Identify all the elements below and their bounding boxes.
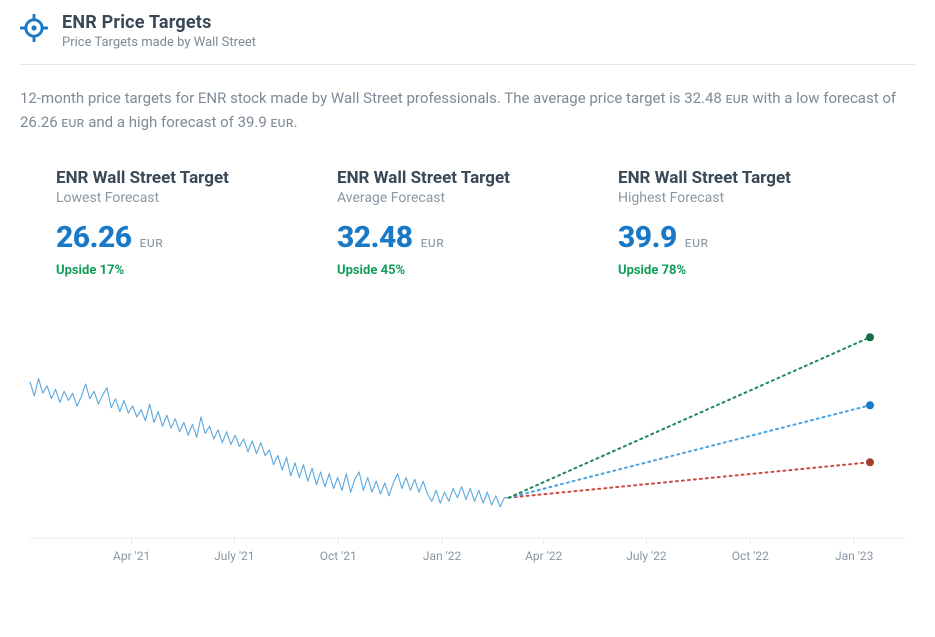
forecast-card-low: ENR Wall Street Target Lowest Forecast 2… bbox=[56, 168, 317, 278]
card-value: 26.26 bbox=[56, 220, 132, 255]
card-value: 32.48 bbox=[337, 220, 413, 255]
card-subtitle: Lowest Forecast bbox=[56, 190, 317, 206]
card-value: 39.9 bbox=[618, 220, 677, 255]
description-text: 12-month price targets for ENR stock mad… bbox=[20, 87, 915, 134]
svg-text:Apr '22: Apr '22 bbox=[525, 549, 562, 563]
svg-text:Oct '21: Oct '21 bbox=[320, 549, 357, 563]
svg-text:July '21: July '21 bbox=[214, 549, 254, 563]
card-upside: Upside 17% bbox=[56, 263, 317, 278]
header-text: ENR Price Targets Price Targets made by … bbox=[62, 12, 256, 50]
price-target-chart: Apr '21 July '21 Oct '21 Jan '22 Apr '22 July… bbox=[20, 318, 915, 578]
chart-svg: Apr '21 July '21 Oct '21 Jan '22 Apr '22 July… bbox=[20, 318, 915, 578]
section-header: ENR Price Targets Price Targets made by … bbox=[20, 12, 915, 65]
forecast-cards: ENR Wall Street Target Lowest Forecast 2… bbox=[20, 168, 915, 278]
card-currency: EUR bbox=[140, 235, 164, 251]
svg-text:Jan '22: Jan '22 bbox=[423, 549, 462, 563]
svg-text:Jan '23: Jan '23 bbox=[835, 549, 873, 563]
card-title: ENR Wall Street Target bbox=[337, 168, 598, 188]
page-subtitle: Price Targets made by Wall Street bbox=[62, 35, 256, 50]
svg-text:Apr '21: Apr '21 bbox=[113, 549, 150, 563]
page-title: ENR Price Targets bbox=[62, 12, 256, 33]
card-subtitle: Highest Forecast bbox=[618, 190, 879, 206]
svg-text:Oct '22: Oct '22 bbox=[732, 549, 769, 563]
card-upside: Upside 78% bbox=[618, 263, 879, 278]
svg-text:July '22: July '22 bbox=[626, 549, 667, 563]
card-subtitle: Average Forecast bbox=[337, 190, 598, 206]
card-value-row: 26.26 EUR bbox=[56, 220, 317, 255]
forecast-card-high: ENR Wall Street Target Highest Forecast … bbox=[618, 168, 879, 278]
card-value-row: 32.48 EUR bbox=[337, 220, 598, 255]
card-currency: EUR bbox=[421, 235, 445, 251]
target-icon bbox=[20, 14, 48, 42]
forecast-card-avg: ENR Wall Street Target Average Forecast … bbox=[337, 168, 598, 278]
card-title: ENR Wall Street Target bbox=[618, 168, 879, 188]
card-title: ENR Wall Street Target bbox=[56, 168, 317, 188]
card-upside: Upside 45% bbox=[337, 263, 598, 278]
card-currency: EUR bbox=[685, 235, 709, 251]
card-value-row: 39.9 EUR bbox=[618, 220, 879, 255]
